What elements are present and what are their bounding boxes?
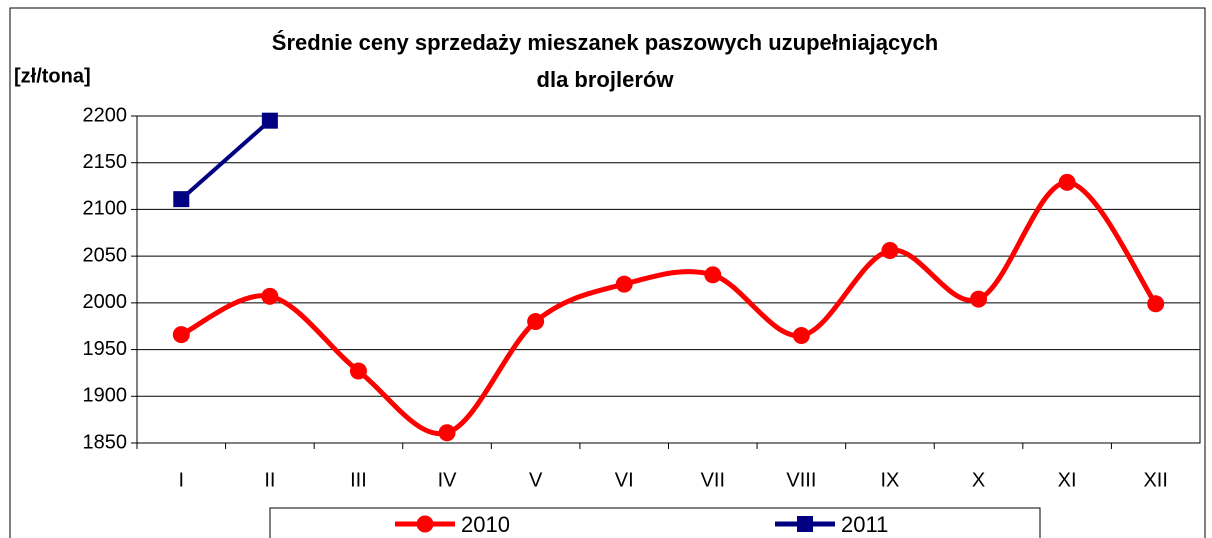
x-tick-label: VI [615,469,634,491]
x-tick-label: XII [1143,469,1167,491]
x-tick-label: IX [881,469,900,491]
y-tick-label: 2100 [83,198,128,220]
legend-marker [416,515,434,533]
series-line [179,119,272,201]
chart-title: Średnie ceny sprzedaży mieszanek paszowy… [272,30,938,55]
data-point [172,326,190,344]
data-point [792,327,810,345]
y-tick-label: 2000 [83,291,128,313]
x-tick-label: XI [1058,469,1077,491]
data-point [349,362,367,380]
data-point [704,266,722,284]
legend-label: 2011 [841,512,888,537]
data-point [615,275,633,293]
y-tick-label: 2200 [83,104,128,126]
x-tick-label: I [179,469,185,491]
x-tick-label: VIII [786,469,816,491]
plot-area [136,115,1201,444]
data-point [438,424,456,442]
legend [269,507,1041,538]
data-point [1058,173,1076,191]
y-tick-label: 2050 [83,244,128,266]
x-tick-label: IV [438,469,458,491]
data-point [261,112,278,129]
x-tick-label: III [350,469,367,491]
y-tick-label: 1850 [83,431,128,453]
y-tick-label: 1900 [83,385,128,407]
data-point [970,290,988,308]
data-point [527,313,545,331]
y-tick-label: 2150 [83,151,128,173]
legend-label: 2010 [461,512,510,537]
data-point [173,191,190,208]
x-tick-label: VII [701,469,725,491]
y-tick-label: 1950 [83,338,128,360]
data-point [881,242,899,260]
x-tick-label: V [529,469,543,491]
legend-marker [797,516,813,532]
x-tick-label: II [264,469,275,491]
chart-title: dla brojlerów [537,67,675,92]
x-tick-label: X [972,469,985,491]
y-axis-label: [zł/tona] [14,65,91,87]
data-point [261,287,279,305]
data-point [1147,295,1165,313]
